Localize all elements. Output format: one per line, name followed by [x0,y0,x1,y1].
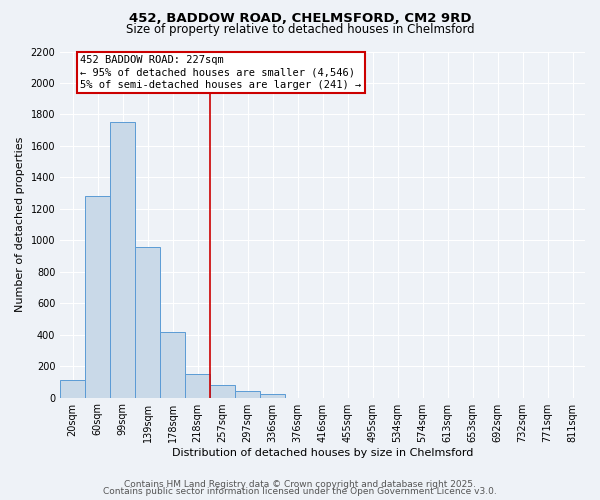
Text: Contains HM Land Registry data © Crown copyright and database right 2025.: Contains HM Land Registry data © Crown c… [124,480,476,489]
Text: 452, BADDOW ROAD, CHELMSFORD, CM2 9RD: 452, BADDOW ROAD, CHELMSFORD, CM2 9RD [129,12,471,26]
Y-axis label: Number of detached properties: Number of detached properties [15,137,25,312]
Bar [210,385,235,398]
Bar [160,332,185,398]
Text: Contains public sector information licensed under the Open Government Licence v3: Contains public sector information licen… [103,487,497,496]
Bar [110,122,135,398]
Bar [260,394,285,398]
Bar [185,374,210,398]
X-axis label: Distribution of detached houses by size in Chelmsford: Distribution of detached houses by size … [172,448,473,458]
Bar [85,196,110,398]
Bar [60,380,85,398]
Text: 452 BADDOW ROAD: 227sqm
← 95% of detached houses are smaller (4,546)
5% of semi-: 452 BADDOW ROAD: 227sqm ← 95% of detache… [80,56,361,90]
Text: Size of property relative to detached houses in Chelmsford: Size of property relative to detached ho… [125,22,475,36]
Bar [135,246,160,398]
Bar [235,392,260,398]
